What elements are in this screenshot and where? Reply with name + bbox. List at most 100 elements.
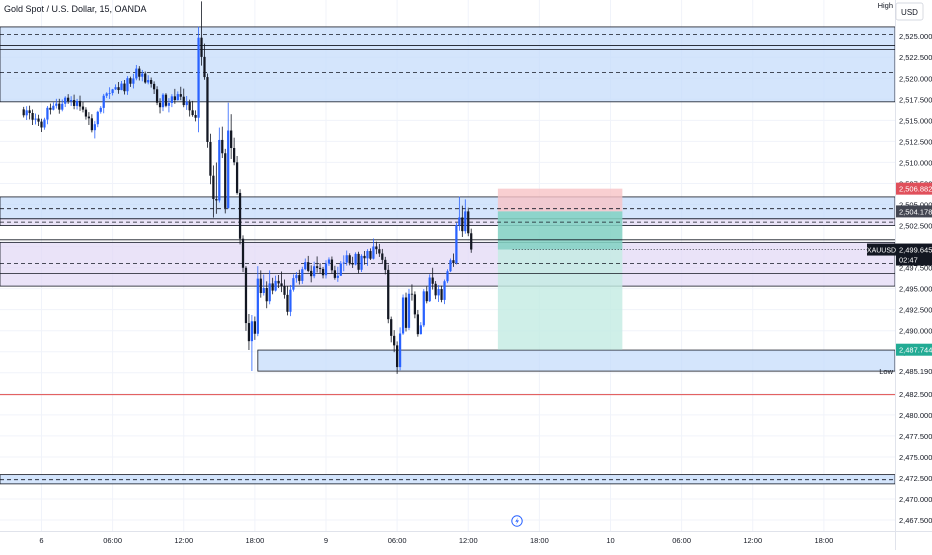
candle-body xyxy=(212,175,215,200)
time-axis[interactable]: 6 06:00 12:00 18:00 9 06:00 12:00 18:00 10 06:00 1… xyxy=(0,531,932,546)
candle-body xyxy=(298,275,301,281)
time-tick-label: 18:00 xyxy=(814,536,833,545)
price-badge xyxy=(896,182,932,195)
price-tick-label: 2,480.000 xyxy=(899,411,932,420)
candle-body xyxy=(22,109,25,116)
candle-body xyxy=(283,286,286,295)
candle-body xyxy=(401,297,405,334)
candle-body xyxy=(295,275,298,279)
candle-body xyxy=(375,246,378,250)
candle-body xyxy=(393,335,396,346)
candle-body xyxy=(422,291,425,326)
candle-body xyxy=(87,116,91,119)
candle-body xyxy=(461,217,464,232)
candle-body xyxy=(458,217,461,226)
candle-body xyxy=(188,101,191,111)
candle-body xyxy=(440,289,443,300)
candle-body xyxy=(336,275,339,278)
candle-body xyxy=(123,83,126,92)
candle-body xyxy=(150,80,153,84)
candle-body xyxy=(235,162,239,193)
candle-body xyxy=(381,253,384,260)
time-tick-label: 18:00 xyxy=(530,536,549,545)
candle-body xyxy=(78,100,82,107)
price-tick-label: 2,470.000 xyxy=(899,495,932,504)
high-label: High xyxy=(878,1,893,10)
candle-body xyxy=(99,107,102,112)
price-badge xyxy=(896,205,932,218)
short-position-tool[interactable] xyxy=(497,188,623,350)
candle-body xyxy=(310,270,313,277)
candle-body xyxy=(398,333,402,368)
price-tick-label: 2,502.500 xyxy=(899,222,932,231)
candle-body xyxy=(369,251,372,259)
candle-body xyxy=(161,94,165,108)
time-tick-label: 06:00 xyxy=(388,536,407,545)
price-badge xyxy=(896,365,932,378)
price-tick-label: 2,522.500 xyxy=(899,53,932,62)
candle-body xyxy=(449,260,452,272)
currency-button[interactable] xyxy=(895,2,924,21)
candle-body xyxy=(34,118,37,120)
candle-body xyxy=(360,255,363,270)
price-axis-ticks: 2,467.500 2,470.000 2,472.500 2,475.000 2,47… xyxy=(899,32,932,525)
candle-body xyxy=(464,211,467,232)
candle-body xyxy=(67,97,70,102)
price-tick-label: 2,477.500 xyxy=(899,432,932,441)
candle-body xyxy=(443,281,446,300)
candle-body xyxy=(218,139,221,201)
price-badge-label: 2,485.190 xyxy=(899,367,932,376)
candle-body xyxy=(259,278,262,294)
candle-body xyxy=(173,96,176,101)
price-tick-label: 2,505.000 xyxy=(899,200,932,209)
price-tick-label: 2,497.500 xyxy=(899,264,932,273)
time-tick-label: 12:00 xyxy=(743,536,762,545)
candle-body xyxy=(155,89,159,103)
candle-body xyxy=(114,87,117,90)
candle-body xyxy=(250,321,254,342)
candle-body xyxy=(437,289,440,296)
time-tick-label: 6 xyxy=(39,536,43,545)
candle-body xyxy=(120,83,123,91)
candle-body xyxy=(265,287,268,302)
symbol-badge-label: XAUUSD xyxy=(867,248,896,255)
candle-body xyxy=(46,107,49,120)
low-label: Low xyxy=(879,367,893,376)
candle-body xyxy=(363,255,366,259)
candle-body xyxy=(390,319,393,336)
candle-body xyxy=(167,103,171,106)
price-tick-label: 2,510.000 xyxy=(899,158,932,167)
candle-body xyxy=(230,130,233,149)
candle-body xyxy=(247,323,251,342)
price-badge-label: 2,506.882 xyxy=(899,185,932,194)
candle-body xyxy=(147,80,150,83)
candle-body xyxy=(467,211,470,234)
candle-body xyxy=(330,259,334,271)
candle-body xyxy=(37,118,40,122)
candle-body xyxy=(378,249,381,254)
candle-body xyxy=(90,118,93,131)
zone-rect xyxy=(0,241,896,287)
price-axis[interactable]: 2,467.500 2,470.000 2,472.500 2,475.000 2,47… xyxy=(867,0,932,550)
candle-body xyxy=(253,321,256,334)
time-tick-label: 12:00 xyxy=(174,536,193,545)
countdown-label: 02:47 xyxy=(899,256,918,265)
candle-body xyxy=(357,253,360,270)
time-tick-label: 10 xyxy=(606,536,614,545)
candle-body xyxy=(206,77,209,142)
reward-zone xyxy=(497,211,623,350)
currency-label: USD xyxy=(901,8,918,17)
candle-body xyxy=(339,263,342,276)
candle-body xyxy=(191,110,194,116)
candle-body xyxy=(126,78,129,92)
candle-body xyxy=(28,110,31,114)
candle-body xyxy=(277,280,280,284)
economic-event-icon[interactable] xyxy=(511,515,523,527)
price-badge-label: 2,487.744 xyxy=(899,346,932,355)
risk-zone xyxy=(497,188,623,212)
price-tick-label: 2,490.000 xyxy=(899,327,932,336)
candle-body xyxy=(342,262,345,264)
